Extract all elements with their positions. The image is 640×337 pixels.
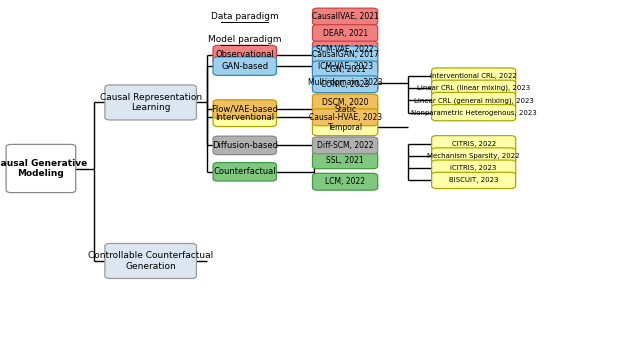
FancyBboxPatch shape bbox=[105, 243, 196, 278]
FancyBboxPatch shape bbox=[312, 41, 378, 58]
FancyBboxPatch shape bbox=[431, 92, 516, 109]
FancyBboxPatch shape bbox=[213, 162, 276, 181]
Text: CITRIS, 2022: CITRIS, 2022 bbox=[452, 141, 496, 147]
FancyBboxPatch shape bbox=[312, 61, 378, 78]
Text: Controllable Counterfactual
Generation: Controllable Counterfactual Generation bbox=[88, 251, 213, 271]
FancyBboxPatch shape bbox=[431, 68, 516, 84]
FancyBboxPatch shape bbox=[312, 137, 378, 154]
Text: Observational: Observational bbox=[215, 50, 274, 59]
Text: Model paradigm: Model paradigm bbox=[208, 35, 282, 44]
Text: Multi-domain, 2023: Multi-domain, 2023 bbox=[308, 78, 383, 87]
FancyBboxPatch shape bbox=[312, 76, 378, 93]
FancyBboxPatch shape bbox=[431, 172, 516, 188]
FancyBboxPatch shape bbox=[213, 45, 276, 64]
FancyBboxPatch shape bbox=[213, 108, 276, 127]
FancyBboxPatch shape bbox=[431, 80, 516, 96]
FancyBboxPatch shape bbox=[431, 135, 516, 152]
Text: SCM-VAE, 2022: SCM-VAE, 2022 bbox=[316, 45, 374, 54]
Text: Counterfactual: Counterfactual bbox=[213, 167, 276, 176]
FancyBboxPatch shape bbox=[312, 74, 378, 91]
Text: CGN, 2021: CGN, 2021 bbox=[324, 65, 365, 74]
FancyBboxPatch shape bbox=[312, 25, 378, 41]
Text: BISCUIT, 2023: BISCUIT, 2023 bbox=[449, 177, 499, 183]
FancyBboxPatch shape bbox=[431, 104, 516, 121]
FancyBboxPatch shape bbox=[105, 85, 196, 120]
FancyBboxPatch shape bbox=[312, 46, 378, 63]
Text: Data paradigm: Data paradigm bbox=[211, 12, 278, 21]
FancyBboxPatch shape bbox=[312, 119, 378, 135]
FancyBboxPatch shape bbox=[6, 144, 76, 193]
FancyBboxPatch shape bbox=[312, 109, 378, 126]
Text: Causal Representation
Learning: Causal Representation Learning bbox=[100, 93, 202, 112]
Text: SSL, 2021: SSL, 2021 bbox=[326, 156, 364, 165]
Text: DSCM, 2020: DSCM, 2020 bbox=[322, 98, 369, 107]
Text: iCITRIS, 2023: iCITRIS, 2023 bbox=[451, 165, 497, 171]
FancyBboxPatch shape bbox=[213, 136, 276, 155]
Text: Diffusion-based: Diffusion-based bbox=[212, 141, 278, 150]
Text: Causal-HVAE, 2023: Causal-HVAE, 2023 bbox=[308, 113, 381, 122]
Text: CausalIVAE, 2021: CausalIVAE, 2021 bbox=[312, 12, 378, 21]
Text: Causal Generative
Modeling: Causal Generative Modeling bbox=[0, 159, 88, 178]
FancyBboxPatch shape bbox=[312, 101, 378, 118]
Text: Linear CRL (general mixing), 2023: Linear CRL (general mixing), 2023 bbox=[413, 97, 534, 104]
FancyBboxPatch shape bbox=[213, 57, 276, 75]
Text: LCM, 2022: LCM, 2022 bbox=[325, 177, 365, 186]
FancyBboxPatch shape bbox=[431, 160, 516, 176]
FancyBboxPatch shape bbox=[312, 58, 378, 74]
Text: Nonparametric Heterogenous, 2023: Nonparametric Heterogenous, 2023 bbox=[411, 110, 536, 116]
FancyBboxPatch shape bbox=[431, 148, 516, 164]
FancyBboxPatch shape bbox=[213, 100, 276, 118]
Text: ICM-VAE, 2023: ICM-VAE, 2023 bbox=[317, 62, 372, 71]
Text: Temporal: Temporal bbox=[328, 123, 363, 132]
Text: GAN-based: GAN-based bbox=[221, 62, 268, 71]
FancyBboxPatch shape bbox=[312, 152, 378, 168]
Text: Flow/VAE-based: Flow/VAE-based bbox=[211, 104, 278, 114]
Text: Interventional: Interventional bbox=[215, 113, 275, 122]
Text: DEAR, 2021: DEAR, 2021 bbox=[323, 29, 367, 38]
FancyBboxPatch shape bbox=[312, 94, 378, 111]
Text: CONIC, 2023: CONIC, 2023 bbox=[321, 80, 369, 89]
Text: Static: Static bbox=[334, 104, 356, 114]
Text: Linear CRL (linear mixing), 2023: Linear CRL (linear mixing), 2023 bbox=[417, 85, 531, 92]
FancyBboxPatch shape bbox=[312, 8, 378, 25]
FancyBboxPatch shape bbox=[312, 173, 378, 190]
Text: Diff-SCM, 2022: Diff-SCM, 2022 bbox=[317, 141, 373, 150]
Text: CausalGAN, 2017: CausalGAN, 2017 bbox=[312, 50, 378, 59]
Text: Mechanism Sparsity, 2022: Mechanism Sparsity, 2022 bbox=[428, 153, 520, 159]
Text: Interventional CRL, 2022: Interventional CRL, 2022 bbox=[430, 73, 517, 79]
